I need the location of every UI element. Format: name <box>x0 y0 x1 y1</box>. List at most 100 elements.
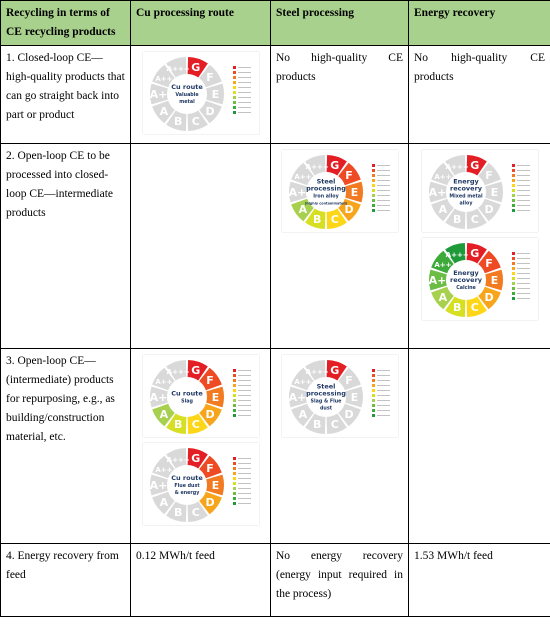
legend-swatch <box>511 164 515 167</box>
legend-swatch <box>511 262 515 265</box>
grade-letter: D <box>344 408 353 421</box>
donut-stack: G F E D C B A A+ A++ A+++ Energy recovery Mixed meta… <box>414 150 545 320</box>
table-cell: 1.53 MWh/t feed <box>408 543 550 617</box>
grade-segment <box>198 64 222 88</box>
grade-letter: C <box>330 213 338 226</box>
donut-stack: G F E D C B A A+ A++ A+++ Steel processing Iron allo… <box>276 150 403 232</box>
grade-letter: B <box>312 213 320 226</box>
legend-swatch <box>232 457 236 460</box>
grade-letter: B <box>452 301 460 314</box>
grade-letter: E <box>490 186 498 199</box>
grade-segment <box>151 100 175 124</box>
grade-segment <box>290 162 314 186</box>
donut-label: Steel <box>316 178 335 186</box>
legend-swatch <box>511 292 515 295</box>
grade-segment <box>304 413 325 434</box>
grade-letter: A+++ <box>166 65 189 73</box>
legend-swatch <box>232 394 236 397</box>
grade-segment <box>304 360 325 381</box>
grade-letter: A <box>159 105 168 118</box>
grade-letter: B <box>173 418 181 431</box>
legend-swatch <box>511 169 515 172</box>
legend-swatch <box>511 287 515 290</box>
legend-swatch <box>232 497 236 500</box>
legend-swatch <box>232 101 236 104</box>
legend-swatch <box>371 404 375 407</box>
legend-swatch <box>232 111 236 114</box>
donut-label: Steel <box>316 383 335 391</box>
legend-swatch <box>232 487 236 490</box>
table-cell: No high-quality CE products <box>408 45 550 144</box>
grade-segment <box>151 64 175 88</box>
grade-letter: A+++ <box>166 456 189 464</box>
table-cell: G F E D C B A A+ A++ A+++ Steel processing Iron allo… <box>270 143 409 349</box>
legend-swatch <box>371 389 375 392</box>
grade-letter: G <box>470 159 479 172</box>
donut-label: processing <box>306 390 346 398</box>
legend-swatch <box>511 282 515 285</box>
grade-segment <box>444 155 465 176</box>
grade-segment <box>187 501 208 522</box>
grade-segment <box>326 208 347 229</box>
legend-swatch <box>511 297 515 300</box>
legend-swatch <box>232 399 236 402</box>
legend-swatch <box>371 179 375 182</box>
grade-letter: E <box>211 479 219 492</box>
grade-letter: F <box>206 374 214 387</box>
grade-segment <box>198 403 222 427</box>
donut-label: recovery <box>449 276 482 284</box>
grade-letter: E <box>490 274 498 287</box>
donut-label: & energy <box>174 490 200 496</box>
header-cell: Recycling in terms of CE recycling produ… <box>0 0 131 46</box>
donut-center <box>306 378 345 416</box>
legend-swatch <box>371 384 375 387</box>
legend-swatch <box>232 91 236 94</box>
grade-letter: G <box>191 61 200 74</box>
grade-letter: F <box>485 169 493 182</box>
legend-swatch <box>511 174 515 177</box>
grade-segment <box>344 181 363 203</box>
grade-segment <box>444 208 465 229</box>
grade-segment <box>151 491 175 515</box>
grade-letter: G <box>191 452 200 465</box>
table-row: 2. Open-loop CE to be processed into clo… <box>0 143 550 349</box>
grade-letter: A <box>298 203 307 216</box>
donut-stack: G F E D C B A A+ A++ A+++ Steel processing Slag & Fl… <box>276 355 403 437</box>
grade-letter: A+ <box>288 186 306 199</box>
row-label: 3. Open-loop CE—(intermediate) products … <box>0 348 131 544</box>
grade-segment <box>337 198 361 222</box>
legend-swatch <box>232 66 236 69</box>
legend-swatch <box>511 204 515 207</box>
grade-letter: G <box>330 364 339 377</box>
grade-letter: C <box>330 418 338 431</box>
donut-label: Calcine <box>456 285 476 291</box>
grade-letter: F <box>485 257 493 270</box>
grade-letter: A++ <box>434 173 451 181</box>
grade-segment <box>477 250 501 274</box>
grade-letter: G <box>330 159 339 172</box>
grade-segment <box>477 162 501 186</box>
donut-label: Iron alloy <box>313 194 339 200</box>
donut-label: Slag & Flue <box>310 399 342 405</box>
grade-segment <box>187 413 208 434</box>
grade-letter: D <box>205 408 214 421</box>
grade-letter: G <box>191 364 200 377</box>
legend-swatch <box>232 482 236 485</box>
grade-letter: C <box>191 115 199 128</box>
grade-segment <box>165 448 186 469</box>
grade-letter: A+++ <box>305 368 328 376</box>
grade-segment <box>337 162 361 186</box>
legend-swatch <box>371 394 375 397</box>
grade-segment <box>149 83 168 105</box>
grade-letter: A <box>159 408 168 421</box>
table-body: 1. Closed-loop CE—high-quality products … <box>0 45 550 617</box>
grade-letter: A+ <box>149 88 167 101</box>
grade-segment <box>205 83 224 105</box>
legend-swatch <box>371 199 375 202</box>
grade-letter: A <box>159 496 168 509</box>
legend-swatch <box>232 389 236 392</box>
table-cell: 0.12 MWh/t feed <box>130 543 271 617</box>
grade-letter: B <box>173 115 181 128</box>
grade-letter: D <box>484 291 493 304</box>
